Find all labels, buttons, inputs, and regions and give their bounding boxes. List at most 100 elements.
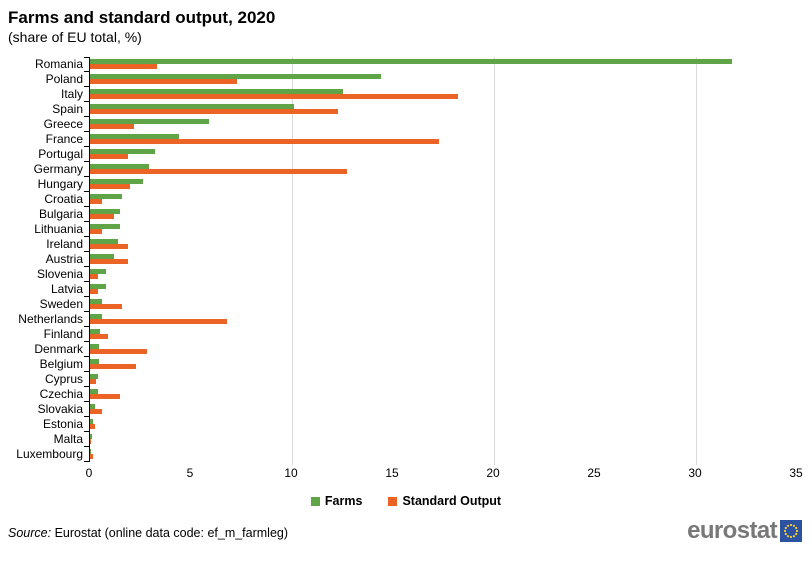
- gridline: [696, 57, 697, 465]
- chart-row: Croatia: [44, 192, 797, 207]
- category-label: France: [45, 132, 83, 146]
- axis-tick: [84, 176, 90, 177]
- standard-output-bar: [90, 64, 157, 69]
- chart-row: France: [46, 132, 797, 147]
- chart-row: Romania: [35, 57, 797, 72]
- standard-output-bar: [90, 244, 129, 249]
- farms-bar: [90, 299, 103, 304]
- category-label: Ireland: [46, 237, 83, 251]
- standard-output-bar: [90, 229, 103, 234]
- axis-tick: [84, 341, 90, 342]
- standard-output-bar: [90, 79, 238, 84]
- chart-row: Denmark: [34, 342, 797, 357]
- farms-bar: [90, 269, 107, 274]
- chart-row: Luxembourg: [16, 447, 797, 462]
- standard-output-bar: [90, 304, 123, 309]
- category-label: Denmark: [34, 342, 83, 356]
- standard-output-bar: [90, 424, 96, 429]
- chart-row: Slovakia: [38, 402, 797, 417]
- farms-bar: [90, 89, 343, 94]
- standard-output-bar: [90, 199, 103, 204]
- farms-bar: [90, 209, 121, 214]
- axis-tick: [84, 86, 90, 87]
- standard-output-bar: [90, 124, 135, 129]
- legend-farms-label: Farms: [324, 494, 363, 508]
- category-label: Hungary: [37, 177, 83, 191]
- axis-tick: [84, 296, 90, 297]
- category-label: Slovenia: [36, 267, 83, 281]
- axis-tick: [84, 386, 90, 387]
- chart-row: Finland: [44, 327, 797, 342]
- chart-row: Austria: [46, 252, 797, 267]
- x-tick-label: 30: [688, 466, 702, 480]
- legend-item-standard-output: Standard Output: [388, 494, 501, 508]
- x-tick-label: 20: [486, 466, 500, 480]
- gridline: [494, 57, 495, 465]
- farms-bar: [90, 404, 96, 409]
- farms-bar: [90, 434, 93, 439]
- farms-bar: [90, 254, 115, 259]
- axis-tick: [84, 191, 90, 192]
- category-label: Spain: [52, 102, 83, 116]
- source-text: Eurostat (online data code: ef_m_farmleg…: [51, 526, 289, 540]
- chart-row: Belgium: [40, 357, 797, 372]
- standard-output-bar: [90, 289, 99, 294]
- farms-bar: [90, 389, 99, 394]
- category-label: Germany: [33, 162, 83, 176]
- chart-row: Bulgaria: [39, 207, 797, 222]
- standard-output-bar: [90, 214, 115, 219]
- legend-item-farms: Farms: [310, 494, 363, 508]
- farms-bar: [90, 74, 381, 79]
- axis-tick: [84, 311, 90, 312]
- gridline: [292, 57, 293, 465]
- standard-output-bar: [90, 394, 121, 399]
- farms-bar: [90, 344, 100, 349]
- chart-row: Latvia: [51, 282, 797, 297]
- legend: Farms Standard Output: [0, 494, 812, 508]
- axis-tick: [84, 236, 90, 237]
- chart-row: Slovenia: [37, 267, 797, 282]
- axis-tick: [84, 71, 90, 72]
- axis-tick: [84, 281, 90, 282]
- farms-bar: [90, 194, 123, 199]
- farms-bar: [90, 119, 210, 124]
- standard-output-bar: [90, 349, 147, 354]
- chart-row: Lithuania: [34, 222, 797, 237]
- eurostat-logo-text: eurostat: [687, 517, 777, 544]
- category-label: Slovakia: [37, 402, 83, 416]
- category-label: Greece: [43, 117, 83, 131]
- standard-output-bar: [90, 334, 109, 339]
- farms-bar: [90, 419, 94, 424]
- category-label: Sweden: [39, 297, 83, 311]
- eurostat-logo: eurostat: [687, 518, 802, 544]
- axis-tick: [84, 266, 90, 267]
- farms-bar: [90, 179, 143, 184]
- axis-tick: [84, 116, 90, 117]
- chart-row: Estonia: [43, 417, 797, 432]
- category-label: Latvia: [50, 282, 83, 296]
- farms-bar: [90, 164, 149, 169]
- category-label: Bulgaria: [38, 207, 83, 221]
- eu-flag-icon: [780, 520, 802, 542]
- standard-output-bar: [90, 184, 131, 189]
- chart-row: Czechia: [40, 387, 797, 402]
- farms-bar: [90, 104, 295, 109]
- category-label: Portugal: [38, 147, 83, 161]
- standard-output-bar: [90, 169, 347, 174]
- farms-bar: [90, 239, 119, 244]
- x-tick-label: 5: [186, 466, 194, 480]
- axis-tick: [84, 131, 90, 132]
- standard-output-bar: [90, 259, 129, 264]
- axis-tick: [84, 251, 90, 252]
- chart-row: Cyprus: [45, 372, 797, 387]
- standard-output-bar: [90, 274, 99, 279]
- chart-subtitle: (share of EU total, %): [8, 29, 142, 45]
- category-label: Finland: [43, 327, 83, 341]
- category-label: Estonia: [42, 417, 83, 431]
- axis-tick: [84, 416, 90, 417]
- axis-tick: [84, 356, 90, 357]
- farms-bar: [90, 149, 155, 154]
- standard-output-bar: [90, 409, 103, 414]
- category-label: Cyprus: [44, 372, 83, 386]
